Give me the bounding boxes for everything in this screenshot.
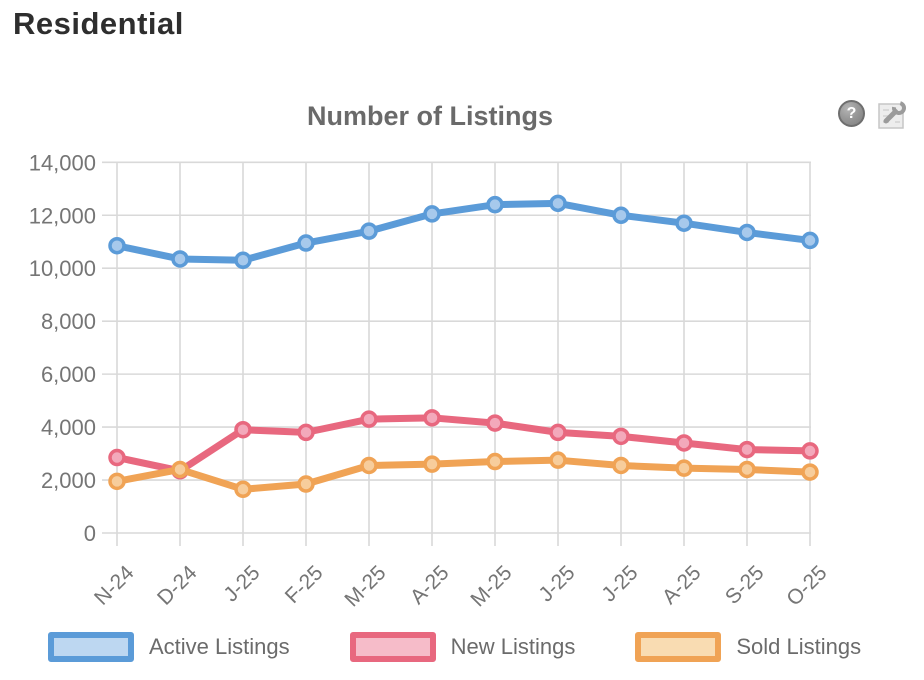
legend-item-new-listings[interactable]: New Listings	[349, 632, 576, 662]
svg-text:2,000: 2,000	[41, 468, 96, 493]
legend-label: Sold Listings	[736, 634, 862, 659]
new-listings-swatch-icon	[349, 632, 436, 662]
svg-text:6,000: 6,000	[41, 362, 96, 387]
svg-text:4,000: 4,000	[41, 415, 96, 440]
page-title: Residential	[13, 6, 184, 41]
legend-label: Active Listings	[149, 634, 290, 659]
svg-text:D-24: D-24	[153, 561, 202, 610]
active-listings-swatch-icon	[48, 632, 134, 662]
svg-text:10,000: 10,000	[29, 256, 96, 281]
help-icon[interactable]: ?	[838, 100, 865, 127]
legend-item-sold-listings[interactable]: Sold Listings	[635, 632, 861, 662]
legend-label: New Listings	[450, 634, 576, 659]
svg-text:J-25: J-25	[534, 561, 579, 606]
listings-line-chart: 0 2,000 4,000 6,000 8,000 10,000 12,000 14,000 N…	[29, 150, 832, 611]
svg-text:A-25: A-25	[406, 561, 454, 609]
svg-text:A-25: A-25	[658, 561, 706, 609]
sold-listings-swatch-icon	[635, 632, 722, 662]
legend-item-active-listings[interactable]: Active Listings	[48, 632, 290, 662]
svg-text:S-25: S-25	[721, 561, 769, 609]
svg-text:J-25: J-25	[219, 561, 264, 606]
chart-settings-wrench-icon[interactable]	[876, 97, 910, 131]
svg-text:F-25: F-25	[281, 561, 328, 608]
svg-text:0: 0	[84, 521, 96, 546]
svg-text:J-25: J-25	[597, 561, 642, 606]
svg-text:N-24: N-24	[90, 561, 139, 610]
svg-text:O-25: O-25	[782, 561, 831, 610]
svg-text:M-25: M-25	[340, 561, 390, 611]
svg-text:8,000: 8,000	[41, 309, 96, 334]
help-icon-glyph: ?	[846, 104, 857, 122]
chart-legend: Active Listings New Listings Sold Listin…	[48, 632, 921, 662]
svg-text:M-25: M-25	[466, 561, 516, 611]
svg-text:12,000: 12,000	[29, 203, 96, 228]
chart-title: Number of Listings	[306, 101, 553, 131]
svg-text:14,000: 14,000	[29, 150, 96, 175]
